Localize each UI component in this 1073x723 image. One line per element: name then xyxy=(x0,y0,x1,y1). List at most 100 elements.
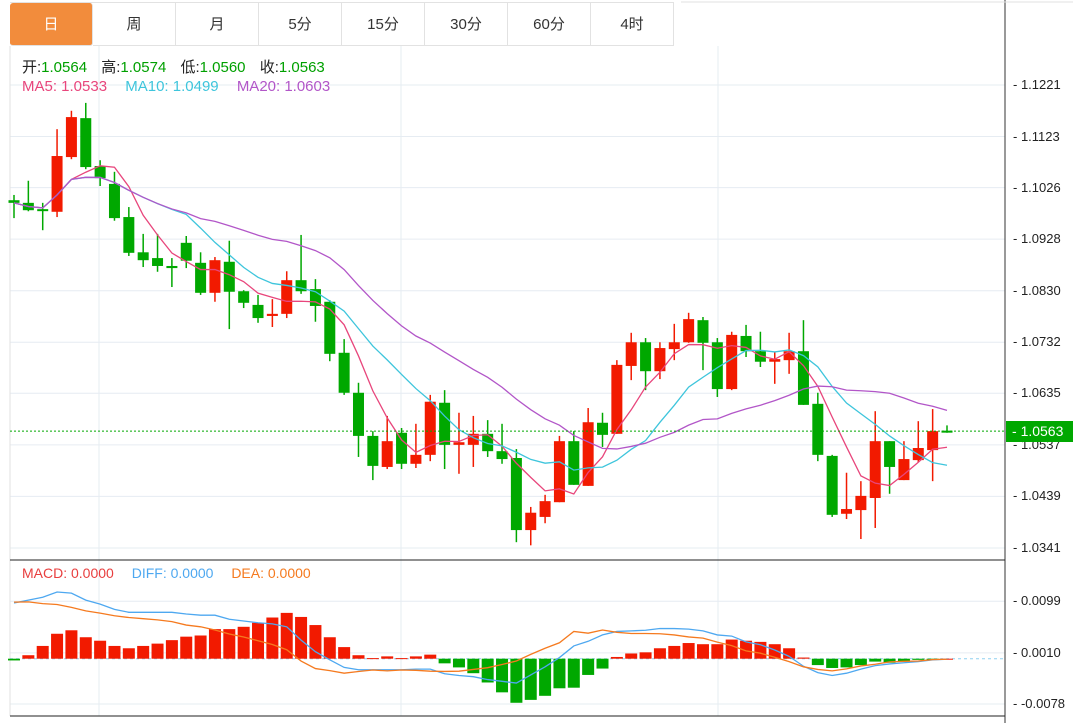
candle-body xyxy=(797,351,809,405)
candle-body xyxy=(482,433,494,452)
tab-4[interactable]: 15分 xyxy=(342,3,425,46)
low-value: 1.0560 xyxy=(199,59,246,76)
candle-body xyxy=(352,392,364,436)
candle-body xyxy=(510,458,522,531)
candle-body xyxy=(266,313,278,316)
dea-value: DEA: 0.0000 xyxy=(231,565,311,581)
macd-bar xyxy=(438,658,451,664)
candle-body xyxy=(711,342,723,390)
candle-body xyxy=(812,403,824,455)
macd-bar xyxy=(295,616,308,659)
macd-bar xyxy=(395,658,408,660)
candle-body xyxy=(668,342,680,350)
macd-bar xyxy=(811,658,824,666)
candle-body xyxy=(625,342,637,366)
candle-body xyxy=(309,289,321,306)
macd-bar xyxy=(208,629,221,659)
macd-bar xyxy=(553,658,566,689)
candle-body xyxy=(223,261,235,292)
low-label: 低: xyxy=(180,59,200,76)
candle-body xyxy=(697,320,709,343)
macd-bar xyxy=(869,658,882,662)
price-tick-label: - 1.0341 xyxy=(1013,539,1061,555)
candle-body xyxy=(123,217,135,253)
candle-body xyxy=(424,401,436,455)
candle-body xyxy=(927,431,939,451)
diff-value: DIFF: 0.0000 xyxy=(131,565,214,581)
candle-body xyxy=(166,265,178,269)
macd-bar xyxy=(582,658,595,675)
candle-body xyxy=(8,200,20,203)
macd-bar xyxy=(36,645,49,659)
ma-legend: MA5: 1.0533 MA10: 1.0499 MA20: 1.0603 xyxy=(22,78,340,95)
macd-bar xyxy=(783,648,796,659)
macd-bar xyxy=(740,640,753,659)
price-tick-label: - 1.0439 xyxy=(1013,488,1061,504)
macd-bar xyxy=(323,637,336,659)
macd-bar xyxy=(467,658,480,674)
candle-body xyxy=(783,351,795,361)
macd-bar xyxy=(854,658,867,666)
tab-5[interactable]: 30分 xyxy=(425,3,508,46)
candle-body xyxy=(855,495,867,511)
candle-body xyxy=(597,422,609,435)
candle-body xyxy=(726,334,738,390)
macd-bar xyxy=(768,644,781,659)
candle-body xyxy=(841,509,853,514)
candle-body xyxy=(295,280,307,292)
ma5-line xyxy=(13,165,948,495)
macd-bar xyxy=(897,658,910,662)
tab-2[interactable]: 月 xyxy=(176,3,259,46)
candle-body xyxy=(582,422,594,486)
macd-bar xyxy=(596,658,609,669)
candle-body xyxy=(467,433,479,445)
tab-7[interactable]: 4时 xyxy=(591,3,674,46)
close-value: 1.0563 xyxy=(278,59,325,76)
ma10-line xyxy=(13,176,948,471)
macd-bar xyxy=(653,648,666,659)
candle-body xyxy=(252,304,264,319)
macd-bar xyxy=(194,635,207,659)
candle-body xyxy=(281,280,293,314)
candle-body xyxy=(367,435,379,466)
macd-bar xyxy=(639,652,652,659)
open-value: 1.0564 xyxy=(41,59,88,76)
candle-body xyxy=(238,291,250,303)
candle-body xyxy=(65,117,77,158)
macd-bar xyxy=(237,626,250,659)
macd-bar xyxy=(481,658,494,683)
tab-6[interactable]: 60分 xyxy=(508,3,591,46)
candle-body xyxy=(826,455,838,515)
macd-tick-label: - 0.0099 xyxy=(1013,593,1061,609)
candle-body xyxy=(108,183,120,219)
macd-bar xyxy=(725,639,738,659)
macd-tick-label: - 0.0010 xyxy=(1013,644,1061,660)
macd-bar xyxy=(280,612,293,659)
macd-bar xyxy=(338,647,351,659)
macd-bar xyxy=(79,637,92,659)
macd-bar xyxy=(797,657,810,659)
dea-line xyxy=(13,601,948,674)
candle-body xyxy=(51,156,63,212)
candle-body xyxy=(439,402,451,445)
price-tick-label: - 1.1123 xyxy=(1013,128,1060,144)
candle-body xyxy=(611,364,623,434)
tab-3[interactable]: 5分 xyxy=(259,3,342,46)
macd-bar xyxy=(223,629,236,659)
candle-body xyxy=(37,209,49,212)
macd-bar xyxy=(51,633,64,659)
tab-1[interactable]: 周 xyxy=(93,3,176,46)
price-tick-label: - 1.0635 xyxy=(1013,385,1061,401)
price-tick-label: - 1.0732 xyxy=(1013,334,1061,350)
tab-0[interactable]: 日 xyxy=(10,3,93,46)
macd-bar xyxy=(180,636,193,659)
candle-body xyxy=(683,319,695,343)
macd-tick-label: - -0.0078 xyxy=(1013,695,1066,711)
macd-bar xyxy=(137,645,150,659)
macd-bar xyxy=(309,625,322,659)
macd-bar xyxy=(108,645,121,659)
candle-body xyxy=(381,441,393,467)
diff-line xyxy=(13,591,948,684)
ma5-value: MA5: 1.0533 xyxy=(22,78,108,95)
